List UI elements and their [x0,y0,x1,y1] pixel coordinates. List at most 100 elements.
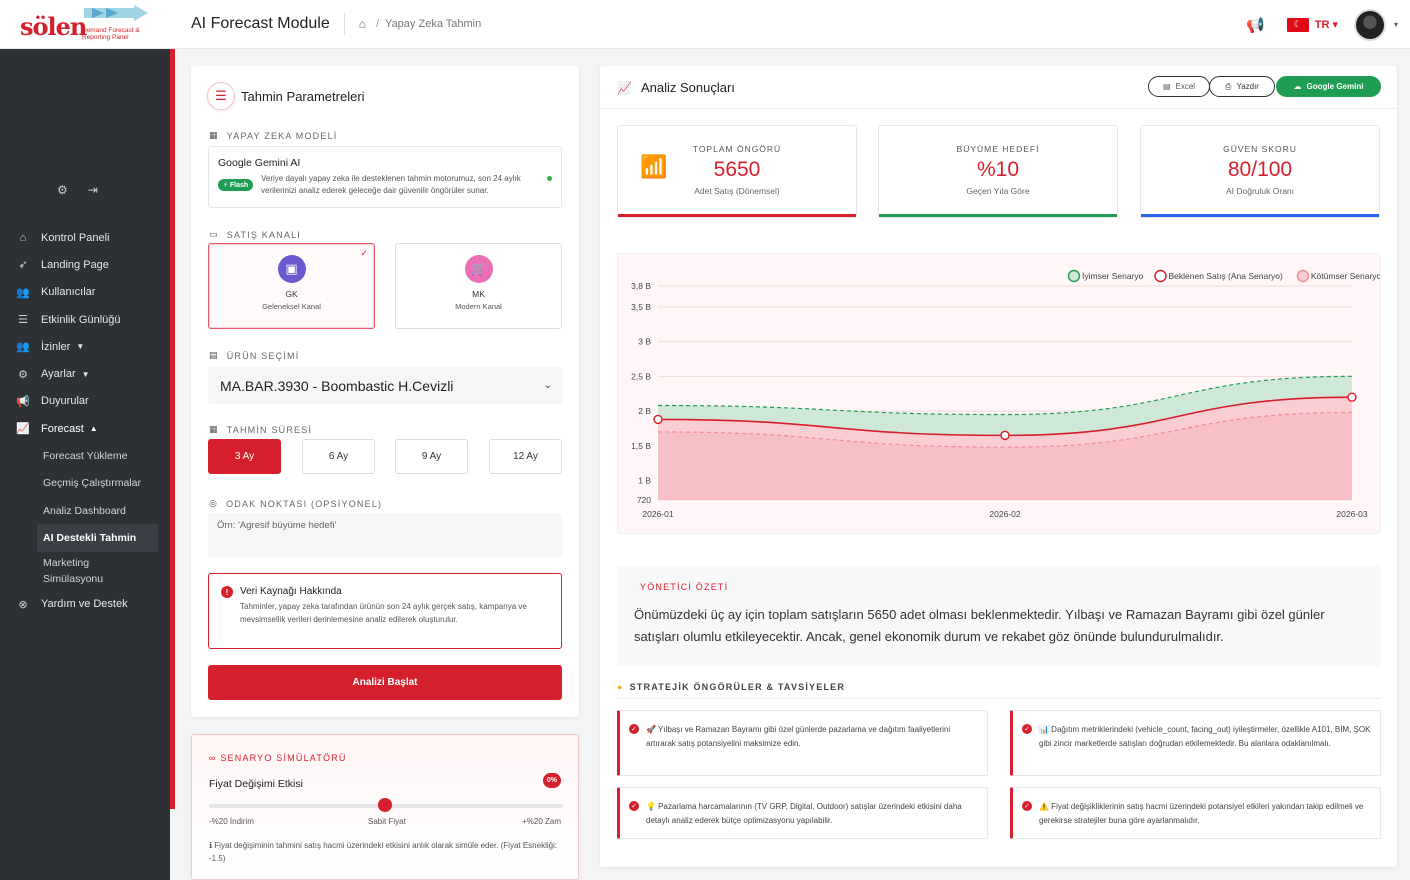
bar-chart-icon: 📶 [640,154,668,179]
kpi-label: GÜVEN SKORU [1223,144,1297,154]
focus-textarea[interactable]: Örn: 'Agresif büyüme hedefi' [208,513,562,557]
results-panel: 📈 Analiz Sonuçları ▤ Excel ⎙ Yazdır ☁ Googl… [600,66,1397,867]
top-header: sölen Demand Forecast & Reporting Panel … [0,0,1410,49]
sidebar-subitem-marketing-simulasyonu[interactable]: Marketing Simülasyonu [0,552,170,591]
language-label: TR [1314,19,1330,31]
start-analysis-button[interactable]: Analizi Başlat [208,665,562,700]
product-label: ÜRÜN SEÇİMİ [226,350,300,361]
y-tick-label: 1 B [638,476,651,486]
sidebar-item-kontrol-paneli[interactable]: ⌂ Kontrol Paneli [0,224,170,251]
sidebar-subitem-ai-destekli-tahmin[interactable]: AI Destekli Tahmin [37,524,158,552]
legend-swatch [1067,269,1081,283]
print-button[interactable]: ⎙ Yazdır [1209,76,1275,97]
info-body: Tahminler, yapay zeka tarafından ürünün … [240,602,527,624]
logo-tagline-1: Demand Forecast & [82,26,140,34]
price-slider-handle[interactable] [378,798,392,812]
sidebar-subitem-analiz-dashboard[interactable]: Analiz Dashboard [43,504,126,517]
megaphone-notification-icon[interactable]: 📢 [1246,16,1265,34]
chip-icon: ▦ [209,130,219,140]
channel-mk-option[interactable]: 🛒 MK Modern Kanal [395,243,562,329]
target-icon: ◎ [209,498,219,508]
excel-button[interactable]: ▤ Excel [1148,76,1210,97]
focus-label: ODAK NOKTASI (OPSİYONEL) [226,498,383,509]
duration-12-button[interactable]: 12 Ay [489,439,562,474]
sidebar-item-duyurular[interactable]: 📢 Duyurular [0,388,170,415]
sidebar-item-etkinlik-gunlugu[interactable]: ☰ Etkinlik Günlüğü [0,306,170,333]
channel-code: GK [285,289,298,299]
y-tick-label: 3,5 B [631,302,651,312]
avatar[interactable] [1353,8,1386,41]
language-selector[interactable]: TR ▾ [1314,19,1338,31]
store-icon: ▭ [209,229,219,239]
sidebar-subitem-forecast-yukleme[interactable]: Forecast Yükleme [43,450,128,463]
kpi-total-forecast: 📶 TOPLAM ÖNGÖRÜ 5650 Adet Satış (Dönemse… [617,125,857,218]
sidebar-item-izinler[interactable]: 👥 İzinler ▼ [0,333,170,360]
gear-icon[interactable]: ⚙ [57,183,68,197]
channel-name: Modern Kanal [455,302,502,311]
legend-label: İyimser Senaryo [1082,271,1144,281]
exclamation-icon: ! [221,586,233,598]
list-icon: ☰ [18,314,28,327]
model-name: Google Gemini AI [218,157,301,169]
flash-badge-label: Flash [229,182,249,189]
logo[interactable]: sölen Demand Forecast & Reporting Panel [0,0,170,49]
data-point-base [1000,430,1010,441]
kpi-accent-bar [618,214,856,217]
channel-gk-option[interactable]: ✓ ▣ GK Geleneksel Kanal [208,243,375,329]
lightbulb-icon: ● [617,682,624,692]
slider-min-label: -%20 İndirim [209,817,254,826]
price-effect-label: Fiyat Değişimi Etkisi [209,778,303,790]
home-icon: ⌂ [19,231,27,244]
kpi-label: TOPLAM ÖNGÖRÜ [692,144,782,154]
sidebar-item-ayarlar[interactable]: ⚙ Ayarlar ▼ [0,360,170,387]
duration-3-button[interactable]: 3 Ay [208,439,281,474]
sidebar-subitem-gecmis-calistirmalar[interactable]: Geçmiş Çalıştırmalar [43,477,142,490]
legend-swatch [1154,269,1167,283]
breadcrumb-current: Yapay Zeka Tahmin [385,18,482,30]
model-card[interactable]: Google Gemini AI ⚡ Flash Veriye dayalı y… [208,146,562,208]
chart-line-icon: 📈 [16,423,30,436]
recommendation-card: ✓ 📊 Dağıtım metriklerindeki (vehicle_cou… [1010,710,1381,776]
forecast-chart: 720 1 B 1,5 B 2 B 2,5 B 3 B 3,5 B 3,8 B 2026-01 2… [617,253,1382,534]
logo-word: sölen [20,11,87,41]
series-line-optimistic [657,375,1353,416]
duration-6-button[interactable]: 6 Ay [302,439,375,474]
summary-text: Önümüzdeki üç ay için toplam satışların … [634,607,1325,644]
slider-max-label: +%20 Zam [522,817,561,826]
duration-9-button[interactable]: 9 Ay [395,439,468,474]
caret-down-icon: ▼ [76,342,85,352]
channel-label: SATIŞ KANALI [226,229,301,240]
sidebar-item-yardim[interactable]: ⊗ Yardım ve Destek [0,591,170,618]
product-select[interactable]: MA.BAR.3930 - Boombastic H.Cevizli ⌄ [208,367,562,404]
breadcrumb: ⌂ / Yapay Zeka Tahmin [343,13,482,35]
turkey-flag-icon[interactable]: ☾ [1286,17,1309,32]
x-tick-label: 2026-03 [1336,509,1367,519]
caret-down-icon: ▼ [81,369,90,379]
logo-tagline-2: Reporting Panel [82,33,129,41]
file-excel-icon: ▤ [1162,82,1171,91]
logout-icon[interactable]: ⇥ [87,183,98,197]
home-icon[interactable]: ⌂ [358,17,366,31]
scenario-note: Fiyat değişiminin tahmini satış hacmi üz… [209,841,558,863]
legend-label: Beklenen Satış (Ana Senaryo) [1169,271,1284,281]
status-dot [547,176,552,181]
marketing-label-2: Simülasyonu [43,573,104,586]
recommendation-card: ✓ 💡 Pazarlama harcamalarının (TV GRP, Di… [617,787,988,839]
sidebar-scrollbar[interactable] [170,49,175,809]
sidebar-item-label: Forecast [41,422,84,435]
sidebar-item-label: Kontrol Paneli [41,231,110,244]
rocket-icon: ➶ [18,259,28,272]
cogs-icon: ⚙ [18,368,28,381]
excel-label: Excel [1175,82,1196,91]
sidebar-item-landing-page[interactable]: ➶ Landing Page [0,251,170,278]
google-gemini-button[interactable]: ☁ Google Gemini [1276,76,1381,97]
chevron-down-icon[interactable]: ▾ [1393,20,1398,29]
sidebar-item-label: Landing Page [41,258,109,271]
kpi-label: BÜYÜME HEDEFİ [956,144,1040,154]
legend-label: Kötümser Senaryo [1311,271,1380,281]
parameters-title: Tahmin Parametreleri [241,88,365,104]
sidebar-item-kullanicilar[interactable]: 👥 Kullanıcılar [0,279,170,306]
divider [600,108,1397,109]
sidebar-item-forecast[interactable]: 📈 Forecast ▲ [0,415,170,442]
channel-name: Geleneksel Kanal [262,302,321,311]
